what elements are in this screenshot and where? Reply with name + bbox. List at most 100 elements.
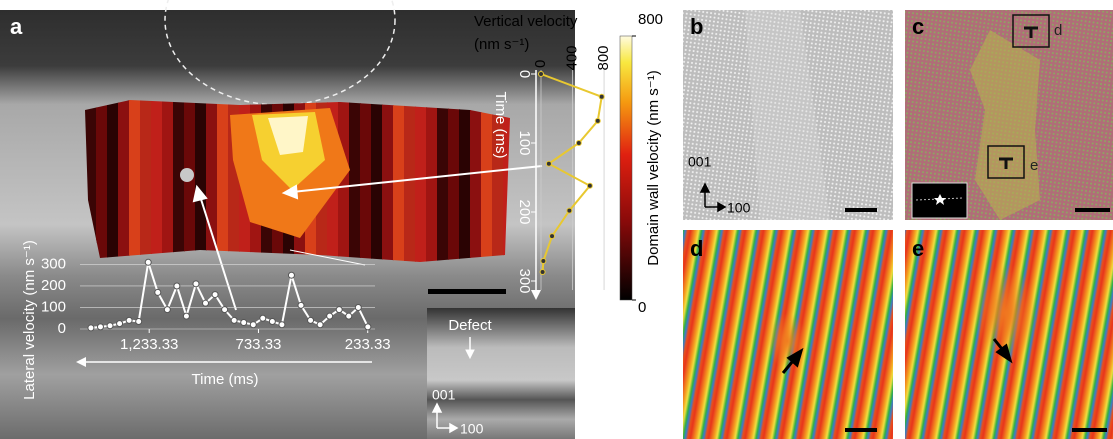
colorbar — [620, 36, 632, 300]
data-point — [269, 318, 275, 324]
data-point — [288, 272, 294, 278]
data-point — [355, 304, 361, 310]
y-axis-label: Lateral velocity (nm s⁻¹) — [21, 240, 38, 400]
axis-label: 001 — [432, 387, 456, 403]
data-point — [567, 208, 572, 213]
data-point — [595, 118, 600, 123]
domain — [470, 95, 482, 265]
data-point — [145, 259, 151, 265]
y-tick-label: 300 — [41, 255, 66, 272]
data-point — [117, 321, 123, 327]
domain — [360, 95, 372, 265]
x-tick-label: 733.33 — [236, 336, 282, 353]
defect-label: Defect — [448, 317, 492, 334]
domain — [371, 95, 383, 265]
y-tick-label: 0 — [58, 320, 66, 337]
chart-title: Vertical velocity — [474, 13, 578, 30]
data-point — [599, 94, 604, 99]
axis-label: 100 — [727, 200, 751, 216]
data-point — [97, 324, 103, 330]
x-axis-label: Time (ms) — [192, 371, 259, 388]
data-point — [539, 72, 544, 77]
figure: a Defect 001 100 Domain wall velocity (n… — [0, 0, 1113, 439]
data-point — [550, 234, 555, 239]
domain — [459, 95, 471, 265]
data-point — [336, 307, 342, 313]
x-tick-label: 300 — [516, 268, 533, 293]
data-point — [174, 283, 180, 289]
scale-bar — [845, 208, 877, 212]
domain — [107, 95, 119, 265]
scale-bar — [1072, 428, 1107, 432]
scale-bar — [428, 289, 506, 294]
y-tick-label: 100 — [41, 298, 66, 315]
domain — [437, 95, 449, 265]
x-axis-label: Time (ms) — [492, 92, 509, 159]
data-point — [260, 315, 266, 321]
box-label: d — [1054, 22, 1062, 39]
domain — [129, 95, 141, 265]
box-label: e — [1030, 157, 1038, 174]
page: {"figure":{"panel_labels":["a","b","c","… — [0, 0, 1113, 439]
data-point — [164, 307, 170, 313]
axis-label: 100 — [460, 421, 484, 437]
data-point — [193, 281, 199, 287]
panel-label: a — [10, 14, 23, 39]
data-point — [327, 313, 333, 319]
domain — [426, 95, 438, 265]
data-point — [250, 322, 256, 328]
data-point — [365, 324, 371, 330]
data-point — [308, 317, 314, 323]
micrograph-d — [683, 230, 893, 439]
x-tick-label: 0 — [516, 70, 533, 78]
data-point — [231, 317, 237, 323]
x-tick-label: 200 — [516, 199, 533, 224]
domain — [162, 95, 174, 265]
data-point — [540, 270, 545, 275]
chart-unit: (nm s⁻¹) — [474, 36, 529, 53]
colorbar-label: Domain wall velocity (nm s⁻¹) — [645, 70, 662, 265]
domain — [195, 95, 207, 265]
micrograph-e — [905, 230, 1113, 439]
data-point — [298, 302, 304, 308]
data-point — [88, 325, 94, 331]
data-point — [222, 307, 228, 313]
y-tick-label: 200 — [41, 277, 66, 294]
x-tick-label: 100 — [516, 130, 533, 155]
data-point — [203, 300, 209, 306]
axis-label: 001 — [688, 154, 712, 170]
data-point — [279, 322, 285, 328]
domain — [151, 95, 163, 265]
data-point — [317, 322, 323, 328]
x-tick-label: 1,233.33 — [120, 336, 178, 353]
y-tick-label: 800 — [595, 45, 612, 70]
domain — [140, 95, 152, 265]
domain — [349, 95, 361, 265]
panel-label: c — [912, 14, 924, 39]
data-point — [587, 183, 592, 188]
y-tick-label: 0 — [532, 60, 549, 68]
x-tick-label: 233.33 — [345, 336, 391, 353]
domain — [382, 95, 394, 265]
data-point — [576, 141, 581, 146]
data-point — [546, 161, 551, 166]
y-tick-label: 400 — [563, 45, 580, 70]
domain — [118, 95, 130, 265]
data-point — [241, 320, 247, 326]
panel-label: e — [912, 236, 924, 261]
scale-bar — [845, 428, 877, 432]
data-point — [136, 318, 142, 324]
domain — [481, 95, 493, 265]
panel-label: b — [690, 14, 703, 39]
panel-label: d — [690, 236, 703, 261]
data-point — [126, 317, 132, 323]
colorbar-tick-label: 0 — [638, 299, 646, 316]
data-point — [541, 258, 546, 263]
domain — [448, 95, 460, 265]
domain — [96, 95, 108, 265]
colorbar-tick-label: 800 — [638, 11, 663, 28]
data-point — [107, 323, 113, 329]
data-point — [183, 313, 189, 319]
data-point — [212, 292, 218, 298]
scale-bar — [1075, 208, 1110, 212]
